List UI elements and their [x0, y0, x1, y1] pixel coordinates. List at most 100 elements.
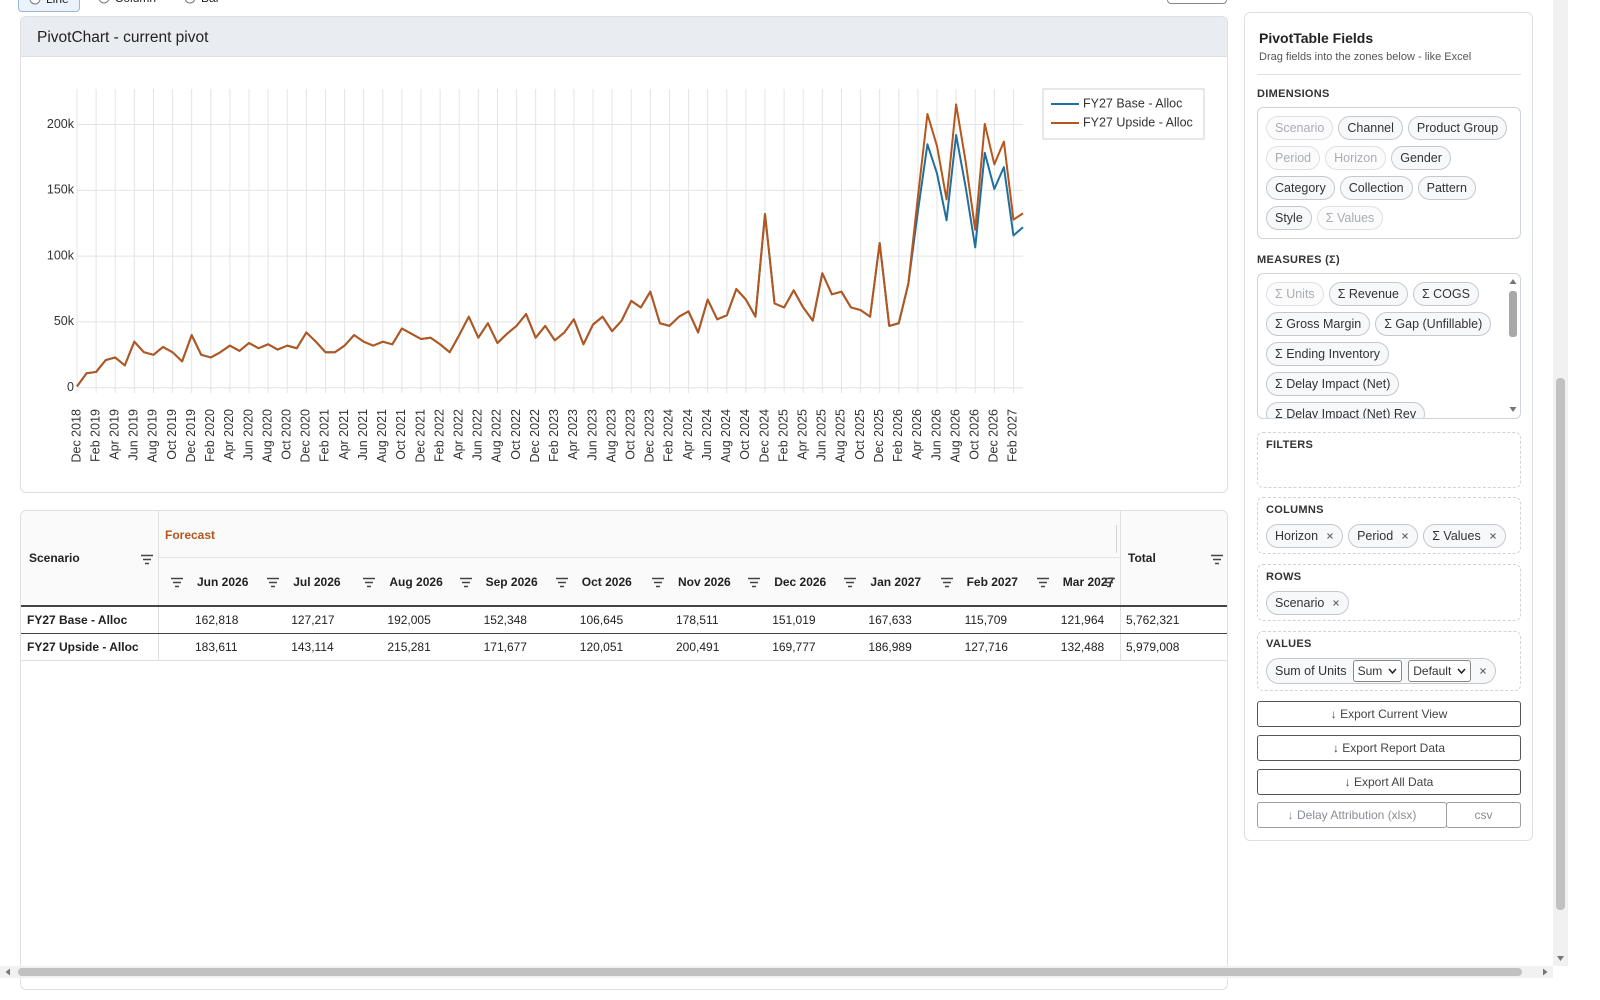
field-chip[interactable]: Period	[1266, 146, 1321, 170]
chart-type-option[interactable]: Column	[88, 0, 166, 10]
column-header: Jun 2026	[197, 575, 249, 589]
filter-icon[interactable]	[555, 577, 569, 588]
x-tick-label: Aug 2020	[260, 409, 274, 463]
row-total: 5,979,008	[1126, 640, 1180, 654]
delay-attribution-button[interactable]: ↓ Delay Attribution (xlsx)	[1257, 802, 1447, 828]
values-zone: VALUES Sum of Units Sum Default	[1257, 631, 1521, 691]
field-chip[interactable]: Scenario	[1266, 116, 1334, 140]
radio-circle	[29, 0, 41, 5]
chart-type-option[interactable]: Bar	[174, 0, 230, 10]
filter-icon[interactable]	[170, 577, 184, 588]
filter-icon[interactable]	[266, 577, 280, 588]
export-button[interactable]: ↓ Export All Data	[1257, 769, 1521, 795]
filter-icon[interactable]	[1036, 577, 1050, 588]
field-chip[interactable]: Style	[1266, 206, 1312, 230]
scroll-arrow[interactable]	[1553, 953, 1568, 963]
x-tick-label: Oct 2022	[509, 409, 523, 460]
horizontal-scrollbar[interactable]	[0, 966, 1553, 978]
field-chip[interactable]: Σ Delay Impact (Net) Rev	[1266, 402, 1426, 418]
x-tick-label: Oct 2021	[394, 409, 408, 460]
field-chip[interactable]: Σ Gap (Unfillable)	[1375, 312, 1492, 336]
filter-icon[interactable]	[843, 577, 857, 588]
field-chip[interactable]: Σ Units	[1266, 282, 1324, 306]
column-separator	[158, 511, 159, 660]
chart-panel: PivotChart - current pivot Dec 2018 Feb 2…	[20, 16, 1228, 493]
filter-icon[interactable]	[459, 577, 473, 588]
delay-attribution-button[interactable]: csv	[1446, 802, 1521, 828]
field-chip[interactable]: Horizon	[1325, 146, 1387, 170]
x-tick-label: Jun 2023	[585, 409, 599, 460]
column-header: Sep 2026	[485, 575, 538, 589]
field-chip[interactable]: Horizon	[1266, 524, 1344, 548]
x-tick-label: Apr 2020	[222, 409, 236, 460]
chart-type-option[interactable]: Line	[18, 0, 80, 12]
field-chip[interactable]: Σ Delay Impact (Net)	[1266, 372, 1400, 396]
field-chip[interactable]: Channel	[1338, 116, 1403, 140]
field-chip[interactable]: Σ Gross Margin	[1266, 312, 1371, 336]
filter-icon[interactable]	[362, 577, 376, 588]
radio[interactable]	[29, 0, 41, 5]
legend: FY27 Base - Alloc FY27 Upside - Alloc	[1042, 88, 1205, 140]
remove-icon[interactable]	[1326, 532, 1334, 540]
column-header: Mar 2027	[1062, 575, 1115, 589]
y-tick-label: 50k	[54, 314, 75, 328]
x-tick-label: Apr 2024	[681, 409, 695, 460]
field-chip[interactable]: Σ COGS	[1412, 282, 1479, 306]
x-tick-label: Feb 2025	[776, 409, 790, 462]
chart-header: PivotChart - current pivot	[21, 17, 1227, 57]
field-chip[interactable]: Product Group	[1407, 116, 1508, 140]
field-chip[interactable]: Category	[1266, 176, 1335, 200]
filter-icon[interactable]	[1102, 577, 1116, 588]
chart-type-label: Line	[46, 0, 69, 6]
remove-icon[interactable]	[1489, 532, 1497, 540]
aggregation-select[interactable]: Sum	[1352, 660, 1403, 682]
value-chip[interactable]: Sum of Units Sum Default	[1266, 658, 1497, 684]
vertical-scrollbar[interactable]	[1553, 0, 1568, 966]
measures-zone: Σ Units Σ Revenue Σ COGS Σ Gross Margin Σ Ga…	[1257, 273, 1521, 419]
series-line	[76, 103, 1024, 388]
field-chip[interactable]: Collection	[1339, 176, 1413, 200]
scroll-arrows[interactable]	[1508, 276, 1518, 416]
legend-label: FY27 Base - Alloc	[1083, 96, 1182, 110]
filter-icon[interactable]	[140, 554, 154, 565]
field-chip[interactable]: Gender	[1391, 146, 1451, 170]
toolbar-button[interactable]	[1167, 0, 1227, 4]
legend-box	[1042, 88, 1205, 140]
fields-subtitle: Drag fields into the zones below - like …	[1259, 51, 1472, 63]
field-chip[interactable]: Σ Values	[1316, 206, 1384, 230]
filter-icon[interactable]	[651, 577, 665, 588]
radio[interactable]	[98, 0, 110, 4]
field-chip[interactable]: Σ Ending Inventory	[1266, 342, 1390, 366]
export-button[interactable]: ↓ Export Report Data	[1257, 735, 1521, 761]
format-select[interactable]: Default	[1408, 660, 1472, 682]
scroll-thumb[interactable]	[1556, 378, 1565, 910]
column-header: Dec 2026	[774, 575, 827, 589]
radio[interactable]	[184, 0, 196, 4]
field-chip[interactable]: Σ Values	[1423, 524, 1506, 548]
table-cell: 215,281	[387, 640, 431, 654]
select-value: Sum	[1357, 664, 1383, 678]
field-chip[interactable]: Σ Revenue	[1328, 282, 1408, 306]
scroll-arrow[interactable]	[3, 966, 13, 978]
scroll-thumb[interactable]	[18, 968, 1522, 976]
table-cell: 106,645	[579, 613, 624, 627]
x-tick-label: Apr 2019	[108, 409, 122, 460]
zone-scrollbar[interactable]	[1508, 276, 1518, 416]
filter-icon[interactable]	[940, 577, 954, 588]
x-tick-label: Dec 2026	[987, 409, 1001, 463]
field-chip[interactable]: Pattern	[1417, 176, 1476, 200]
field-chip[interactable]: Scenario	[1266, 591, 1350, 615]
chart: Dec 2018 Feb 2019 Apr 2019 Jun 2019 Aug 2019…	[47, 88, 1205, 463]
scroll-arrow[interactable]	[1540, 966, 1550, 978]
filter-icon[interactable]	[747, 577, 761, 588]
table-cell: 192,005	[387, 613, 431, 627]
filter-icon[interactable]	[1210, 554, 1224, 565]
x-tick-label: Jun 2019	[127, 409, 141, 460]
field-chip[interactable]: Period	[1348, 524, 1419, 548]
row-separator	[21, 633, 1227, 634]
remove-icon[interactable]	[1332, 599, 1340, 607]
export-button[interactable]: ↓ Export Current View	[1257, 701, 1521, 727]
remove-icon[interactable]	[1401, 532, 1409, 540]
radio-circle	[184, 0, 196, 4]
remove-icon[interactable]	[1479, 667, 1487, 675]
